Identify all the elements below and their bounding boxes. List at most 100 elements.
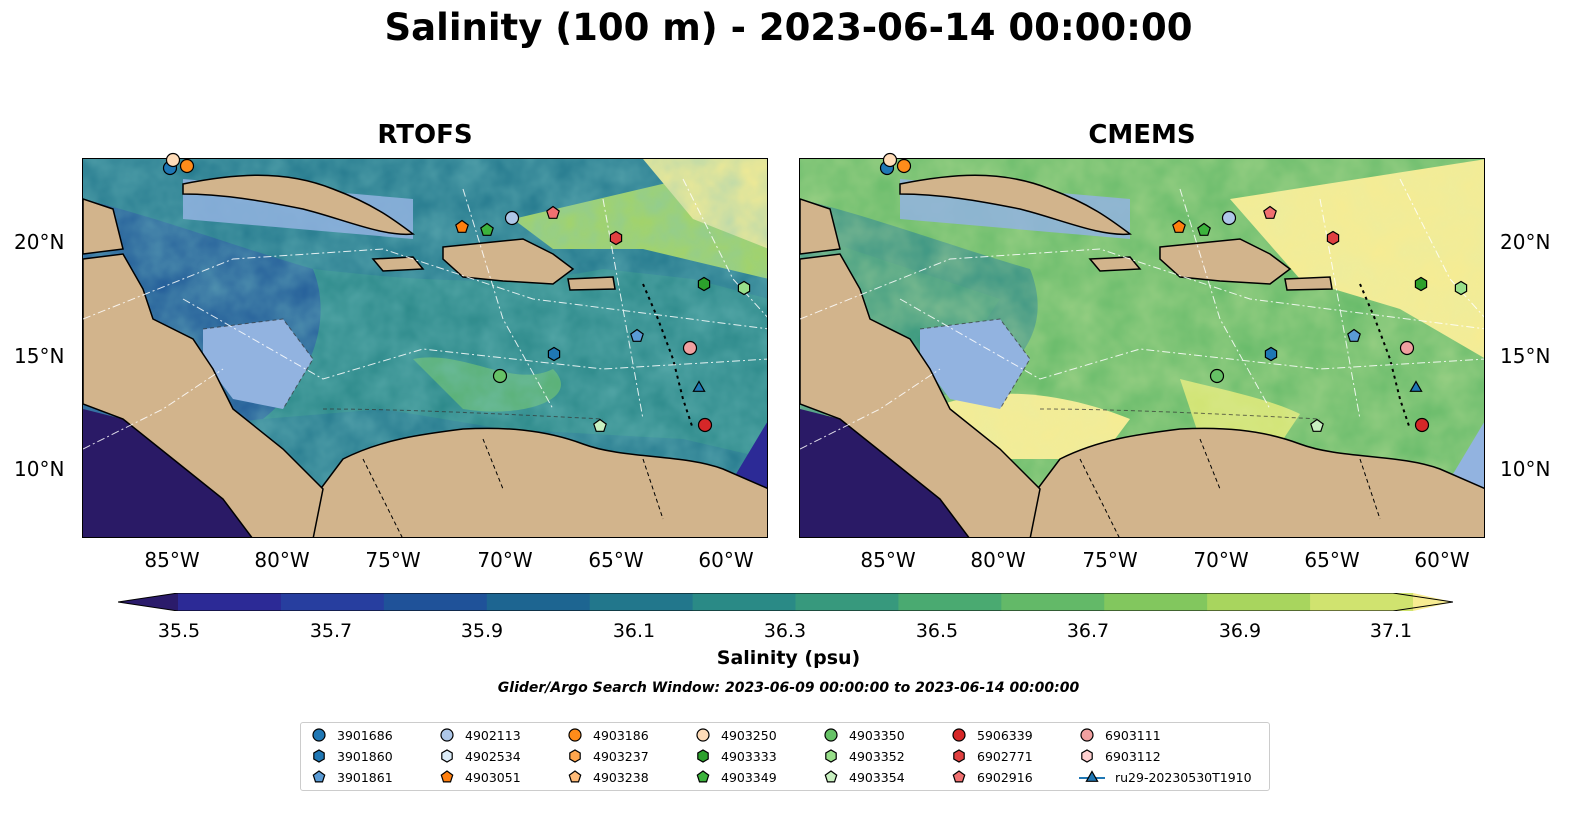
legend-marker (824, 728, 838, 742)
legend-entry: 3901861 (309, 768, 393, 786)
legend-hexagon-icon (569, 749, 581, 763)
hispaniola-land (442, 238, 575, 285)
lon-label-85w-left: 85°W (144, 548, 200, 572)
legend-entry: 3901860 (309, 747, 393, 765)
lon-label-80w-right: 80°W (970, 548, 1026, 572)
map-cmems (799, 158, 1485, 538)
legend-label: 3901686 (337, 727, 393, 743)
legend-label: 5906339 (977, 727, 1033, 743)
colorbar-segment (383, 593, 488, 611)
pacific-region (800, 409, 969, 537)
lon-label-75w-right: 75°W (1082, 548, 1138, 572)
legend-pentagon-icon (312, 770, 326, 783)
legend-entry: 6902771 (949, 747, 1033, 765)
pacific-region (83, 409, 252, 537)
float-legend: 3901686 3901860 3901861 4902113 4902534 49030… (300, 722, 1270, 791)
legend-label: 4903186 (593, 727, 649, 743)
lat-label-20n-right: 20°N (1500, 230, 1551, 254)
legend-entry: 4903237 (565, 747, 649, 765)
puerto-rico-land (567, 276, 616, 291)
central-america-land (83, 253, 324, 537)
legend-label: 4903250 (721, 727, 777, 743)
lon-label-80w-left: 80°W (254, 548, 310, 572)
legend-marker (312, 770, 326, 783)
legend-label: ru29-20230530T1910 (1115, 769, 1252, 785)
legend-entry: 6903112 (1077, 747, 1161, 765)
colorbar-segment (1310, 593, 1414, 611)
legend-label: 4903333 (721, 748, 777, 764)
puerto-rico-land (1284, 276, 1333, 291)
lon-label-65w-left: 65°W (588, 548, 644, 572)
legend-marker (953, 749, 965, 763)
legend-label: 6902771 (977, 748, 1033, 764)
cuba-land (899, 174, 1132, 236)
legend-marker (825, 749, 837, 763)
colorbar-segment (178, 593, 282, 611)
colorbar-tick: 36.1 (612, 620, 656, 642)
lon-label-85w-right: 85°W (860, 548, 916, 572)
legend-marker (952, 770, 966, 783)
jamaica-land (371, 256, 425, 272)
legend-entry: ru29-20230530T1910 (1077, 768, 1252, 786)
colorbar-tick: 35.7 (309, 620, 353, 642)
legend-label: 4903349 (721, 769, 777, 785)
legend-pentagon-icon (440, 770, 454, 783)
legend-label: 4903237 (593, 748, 649, 764)
colorbar (117, 592, 1454, 615)
colorbar-segment (1001, 593, 1105, 611)
legend-entry: 4903352 (821, 747, 905, 765)
legend-marker (1080, 728, 1094, 742)
legend-pentagon-icon (952, 770, 966, 783)
colorbar-segment (1207, 593, 1311, 611)
legend-entry: 4903250 (693, 726, 777, 744)
legend-entry: 3901686 (309, 726, 393, 744)
search-window-note: Glider/Argo Search Window: 2023-06-09 00… (497, 680, 1080, 696)
country-borders (1079, 438, 1381, 537)
legend-label: 3901861 (337, 769, 393, 785)
legend-marker (824, 770, 838, 783)
colorbar-tick: 35.9 (460, 620, 504, 642)
legend-entry: 4903354 (821, 768, 905, 786)
legend-marker (696, 770, 710, 783)
legend-entry: 4902534 (437, 747, 521, 765)
lon-label-75w-left: 75°W (365, 548, 421, 572)
lon-label-70w-left: 70°W (477, 548, 533, 572)
legend-label: 4903354 (849, 769, 905, 785)
lat-label-15n-right: 15°N (1500, 344, 1551, 368)
colorbar-segment (486, 593, 591, 611)
legend-marker (696, 728, 710, 742)
legend-marker (441, 749, 453, 763)
colorbar-tick: 36.7 (1066, 620, 1110, 642)
cuba-land (182, 174, 415, 236)
central-america-land (800, 253, 1041, 537)
jamaica-land (1088, 256, 1142, 272)
lat-label-15n-left: 15°N (14, 344, 65, 368)
legend-marker (1085, 770, 1099, 782)
legend-entry: 4903238 (565, 768, 649, 786)
legend-label: 4903352 (849, 748, 905, 764)
legend-circle-icon (696, 728, 710, 742)
depth-contour (202, 318, 604, 420)
legend-entry: 4903186 (565, 726, 649, 744)
colorbar-segment (1413, 593, 1453, 611)
legend-label: 4903051 (465, 769, 521, 785)
legend-marker (697, 749, 709, 763)
legend-circle-icon (568, 728, 582, 742)
legend-entry: 4903349 (693, 768, 777, 786)
lon-label-70w-right: 70°W (1193, 548, 1249, 572)
legend-label: 4903350 (849, 727, 905, 743)
legend-entry: 6902916 (949, 768, 1033, 786)
legend-pentagon-icon (568, 770, 582, 783)
map-rtofs (82, 158, 768, 538)
lat-label-10n-right: 10°N (1500, 457, 1551, 481)
legend-entry: 6903111 (1077, 726, 1161, 744)
legend-label: 3901860 (337, 748, 393, 764)
legend-entry: 4903350 (821, 726, 905, 744)
eez-boundaries (800, 178, 1484, 450)
legend-hexagon-icon (697, 749, 709, 763)
lon-label-65w-right: 65°W (1304, 548, 1360, 572)
colorbar-segment (795, 593, 899, 611)
colorbar-tick: 37.1 (1369, 620, 1413, 642)
shallow-shelf (203, 319, 313, 409)
lat-label-20n-left: 20°N (14, 230, 65, 254)
